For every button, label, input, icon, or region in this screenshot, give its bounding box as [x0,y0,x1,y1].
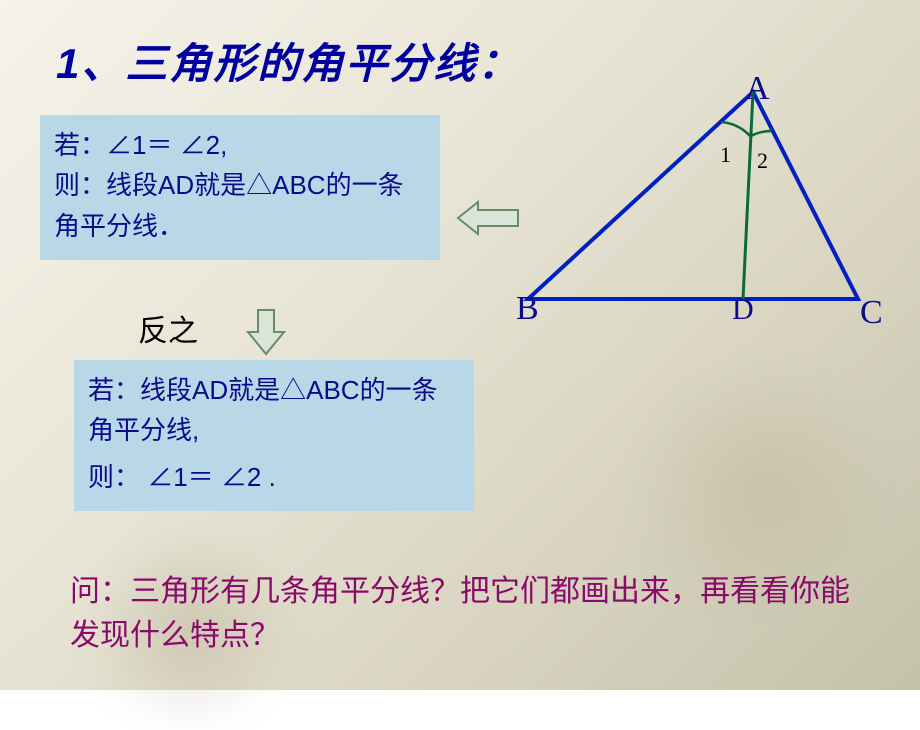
vertex-c-label: C [860,294,883,332]
box2-line1: 若：线段AD就是△ABC的一条角平分线, [88,370,460,451]
angle-bisector-ad [743,92,753,299]
triangle-diagram [510,74,890,334]
definition-box-1: 若：∠1＝ ∠2, 则：线段AD就是△ABC的一条角平分线． [40,115,440,260]
vertex-d-label: D [732,293,754,327]
angle-1-label: 1 [720,142,731,168]
slide-content: 1、三角形的角平分线： 若：∠1＝ ∠2, 则：线段AD就是△ABC的一条角平分… [0,0,920,690]
question-text: 问：三角形有几条角平分线？把它们都画出来，再看看你能发现什么特点？ [70,570,850,657]
arrow-down-path [248,310,284,354]
box2-line2: 则： ∠1＝ ∠2 . [88,457,460,497]
box1-line2: 则：线段AD就是△ABC的一条角平分线． [54,165,426,246]
box1-line1: 若：∠1＝ ∠2, [54,125,426,165]
angle-arc-1 [721,122,750,136]
vertex-a-label: A [745,70,770,108]
arrow-left-path [458,202,518,234]
slide-title: 1、三角形的角平分线： [56,30,521,91]
angle-2-label: 2 [757,148,768,174]
definition-box-2: 若：线段AD就是△ABC的一条角平分线, 则： ∠1＝ ∠2 . [74,360,474,511]
triangle-abc [528,92,858,299]
conversely-label: 反之 [138,306,198,350]
angle-arc-2 [751,131,772,136]
arrow-down-icon [246,308,286,356]
vertex-b-label: B [516,290,539,328]
